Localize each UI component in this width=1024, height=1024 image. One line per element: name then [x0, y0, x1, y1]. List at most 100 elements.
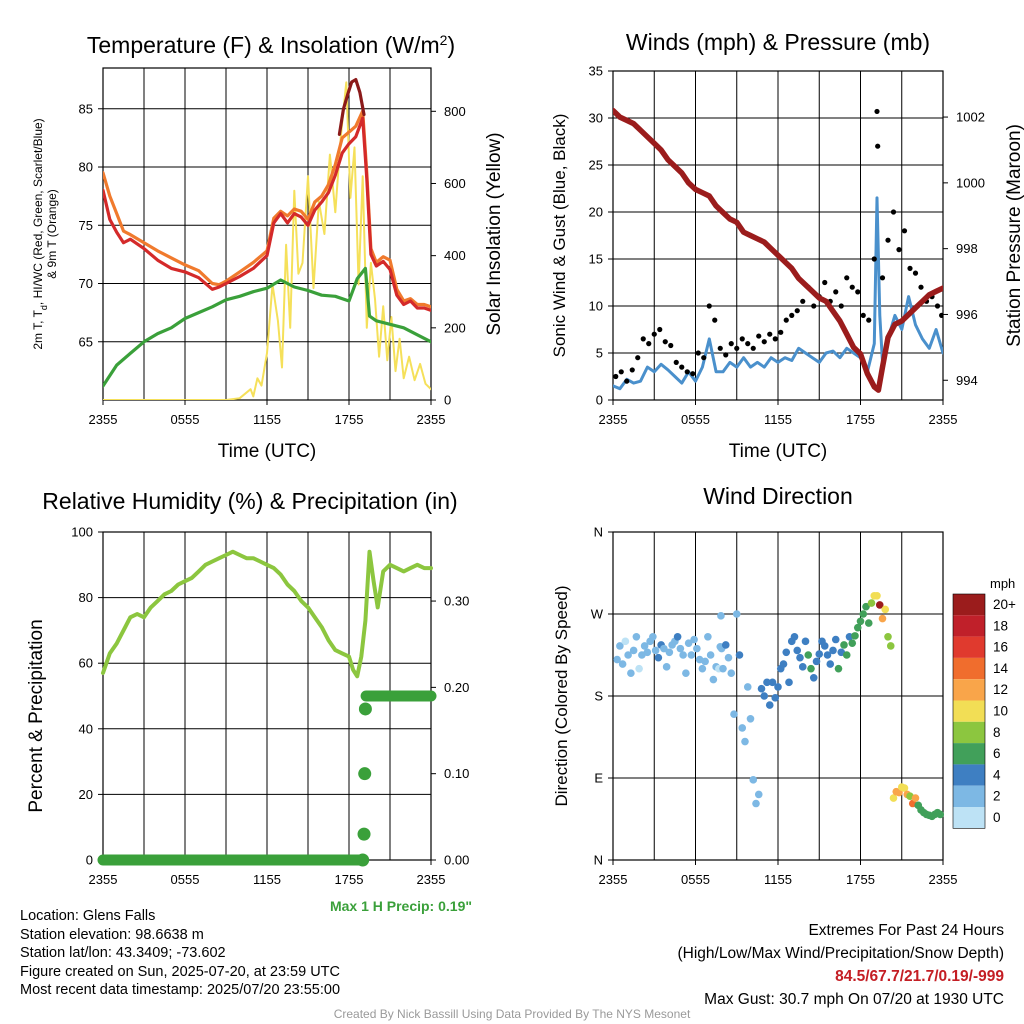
legend-label: 16 — [993, 640, 1008, 655]
y-axis-label: Direction (Colored By Speed) — [552, 585, 571, 806]
max-precip-annotation: Max 1 H Precip: 0.19" — [330, 898, 472, 914]
direction-point — [856, 617, 865, 626]
y-tick-label: 85 — [79, 101, 93, 116]
extremes-title: Extremes For Past 24 Hours — [808, 922, 1004, 939]
direction-point — [763, 678, 771, 687]
x-tick-label: 0555 — [171, 412, 200, 427]
y-tick-label: 20 — [589, 205, 603, 220]
gust-point — [822, 279, 828, 286]
y-tick-label: W — [591, 607, 604, 622]
direction-point — [698, 664, 707, 673]
direction-point — [662, 663, 671, 671]
series-2m_temp — [103, 116, 431, 312]
legend-swatch — [953, 785, 985, 807]
gust-point — [885, 237, 891, 243]
direction-point — [749, 776, 758, 784]
y-tick-label: 0 — [596, 393, 603, 408]
gust-point — [860, 312, 866, 318]
legend-label: 4 — [993, 767, 1001, 782]
direction-point — [651, 646, 660, 655]
direction-point — [809, 673, 818, 682]
legend-label: 8 — [993, 725, 1001, 740]
x-tick-label: 2355 — [89, 412, 118, 427]
y2-tick-label: 0.20 — [444, 680, 469, 695]
gust-point — [794, 308, 800, 314]
location-text: Location: Glens Falls — [20, 908, 156, 924]
direction-point — [859, 610, 868, 618]
y-tick-label: 25 — [589, 158, 603, 173]
y2-tick-label: 0 — [444, 393, 451, 408]
direction-point — [796, 653, 804, 662]
direction-point — [812, 657, 821, 666]
x-tick-label: 2355 — [929, 412, 958, 427]
direction-point — [616, 642, 624, 650]
direction-point — [743, 683, 752, 691]
legend-swatch — [953, 700, 985, 722]
direction-point — [621, 637, 630, 646]
gust-point — [695, 350, 701, 356]
direction-point — [900, 784, 909, 792]
gust-point — [706, 303, 712, 309]
direction-point — [878, 614, 887, 623]
direction-point — [704, 632, 712, 641]
gust-point — [673, 359, 679, 365]
gust-point — [901, 228, 908, 234]
direction-point — [851, 632, 859, 640]
direction-point — [654, 653, 663, 662]
series-pressure — [613, 107, 943, 393]
gust-point — [613, 373, 619, 380]
direction-point — [727, 669, 736, 678]
y-tick-label: 30 — [589, 111, 603, 126]
x-tick-label: 2355 — [89, 872, 118, 887]
direction-point — [721, 641, 730, 649]
legend-swatch — [953, 807, 985, 829]
series-heat_index — [337, 77, 366, 136]
direction-point — [875, 601, 884, 609]
y-tick-label: S — [594, 689, 603, 704]
direction-point — [632, 632, 641, 641]
legend-label: 14 — [993, 661, 1009, 676]
direction-point — [873, 591, 881, 600]
elevation-text: Station elevation: 98.6638 m — [20, 926, 204, 943]
gust-point — [679, 364, 685, 370]
y2-tick-label: 996 — [956, 307, 978, 322]
direction-point — [709, 675, 718, 684]
y-tick-label: 60 — [79, 656, 93, 671]
direction-point — [643, 648, 652, 657]
direction-point — [701, 657, 709, 666]
direction-point — [706, 651, 715, 659]
gust-point — [668, 342, 674, 349]
y-tick-label: 40 — [79, 721, 93, 736]
gust-point — [811, 303, 817, 309]
gust-point — [640, 336, 646, 342]
direction-point — [798, 663, 807, 671]
gust-point — [833, 289, 839, 295]
direction-point — [735, 651, 744, 659]
chart-title: Wind Direction — [703, 483, 853, 509]
series-insolation — [103, 81, 431, 400]
gust-point — [939, 312, 943, 318]
gust-point — [651, 331, 657, 337]
x-tick-label: 1755 — [335, 412, 364, 427]
direction-point — [717, 612, 725, 620]
gust-point — [855, 289, 861, 295]
direction-point — [613, 655, 621, 664]
legend-swatch — [953, 594, 985, 616]
gust-point — [778, 329, 784, 335]
direction-point — [627, 669, 635, 678]
y2-tick-label: 0.10 — [444, 766, 469, 781]
recent-data-text: Most recent data timestamp: 2025/07/20 2… — [20, 982, 341, 998]
direction-point — [649, 632, 657, 641]
y-tick-label: 70 — [79, 276, 93, 291]
direction-point — [719, 664, 727, 673]
direction-point — [801, 637, 810, 646]
chart-title: Temperature (F) & Insolation (W/m2) — [87, 32, 455, 58]
gust-point — [745, 341, 751, 347]
direction-point — [684, 639, 693, 647]
legend-frame — [952, 593, 986, 829]
direction-point — [732, 610, 741, 618]
y-tick-label: 15 — [589, 252, 603, 267]
direction-point — [757, 684, 766, 693]
gust-point — [734, 345, 740, 351]
y-tick-label: 65 — [79, 334, 93, 349]
